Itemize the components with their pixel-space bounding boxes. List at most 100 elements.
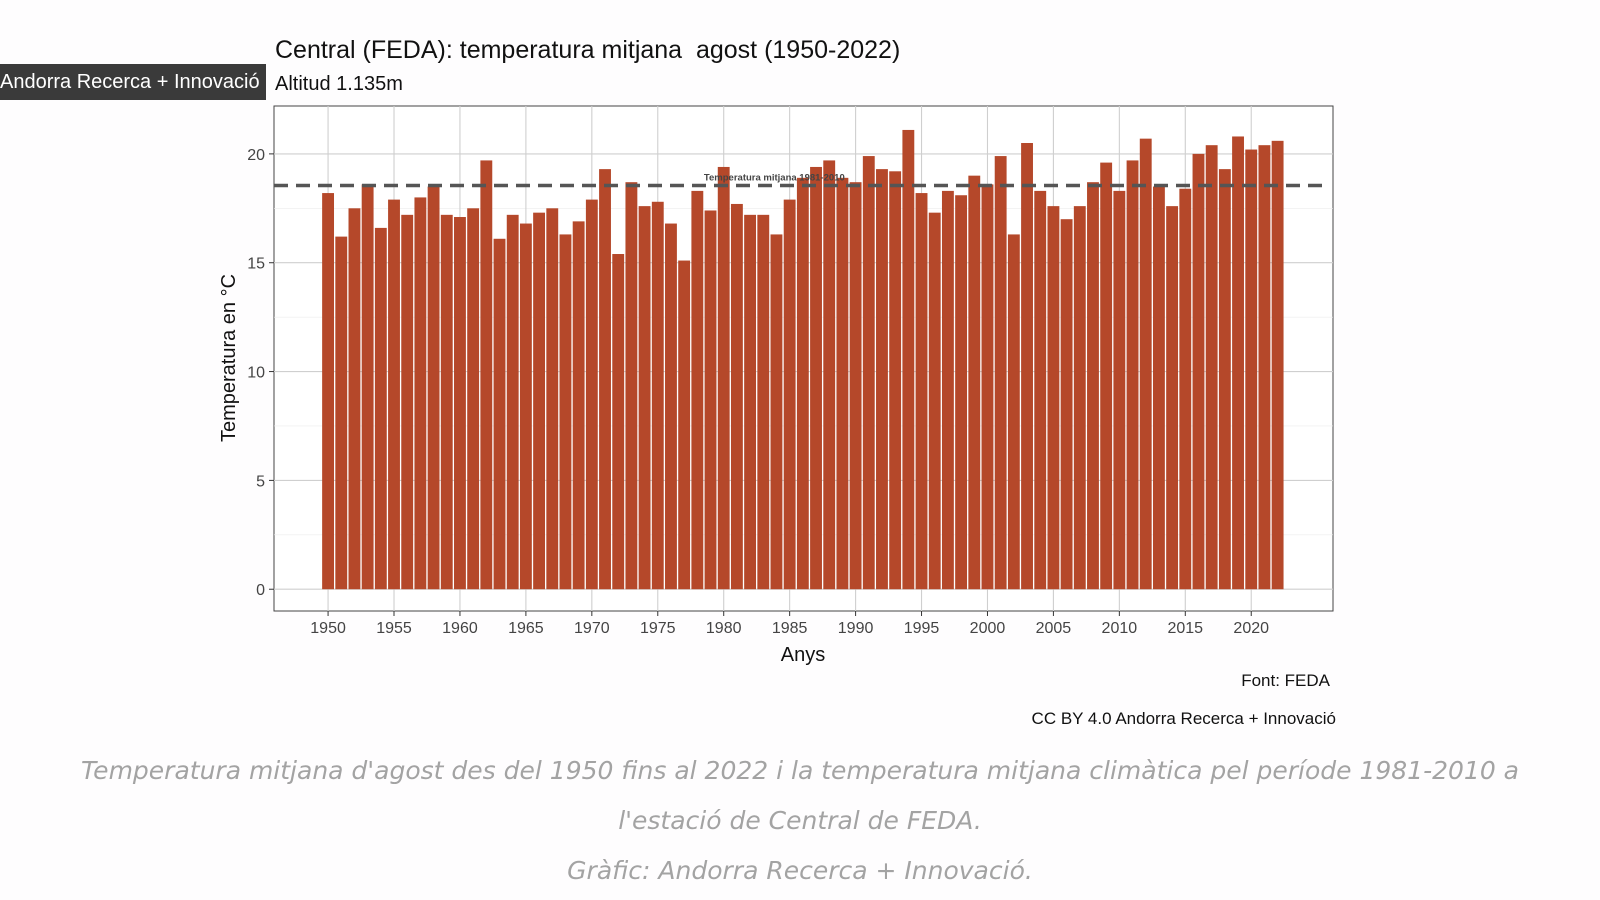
bar (599, 169, 611, 590)
bar (796, 177, 809, 590)
bar (955, 195, 968, 590)
bar (493, 238, 506, 590)
bar (928, 212, 941, 590)
x-tick-label: 1960 (442, 620, 478, 637)
bar (559, 234, 572, 590)
bar (744, 214, 757, 590)
bar (585, 199, 598, 590)
x-tick-label: 1990 (838, 620, 874, 637)
bar (704, 210, 717, 590)
bar (849, 182, 862, 590)
bar (968, 175, 981, 590)
bar (348, 208, 361, 590)
bar (1113, 190, 1126, 590)
caption-line-1: Temperatura mitjana d'agost des del 1950… (81, 756, 1519, 785)
bar (651, 201, 664, 590)
reference-line-label: Temperatura mitjana 1981-2010 (704, 172, 845, 183)
bar (862, 156, 875, 590)
bar (1232, 136, 1244, 590)
bar (1126, 160, 1139, 590)
bar (823, 160, 836, 590)
x-tick-label: 2010 (1102, 620, 1138, 637)
bar (1034, 190, 1047, 590)
x-axis: 1950 1955 1960 1965 1970 1975 1980 1985 1990 1995… (310, 611, 1269, 637)
bar (730, 203, 743, 590)
bar (388, 199, 400, 590)
bar (361, 184, 374, 590)
bar (981, 184, 994, 590)
bar (678, 260, 691, 590)
x-tick-label: 1995 (904, 620, 940, 637)
bar (1166, 206, 1179, 590)
bar (1073, 206, 1086, 590)
bar (810, 166, 822, 590)
bar (876, 169, 888, 590)
bar (572, 221, 585, 590)
bar (691, 190, 704, 590)
bar (1060, 219, 1073, 590)
bar (625, 182, 638, 590)
y-axis-label: Temperatura en °C (218, 274, 240, 442)
bar (1152, 186, 1165, 590)
bar (427, 186, 440, 590)
bar (480, 160, 493, 590)
bar (335, 236, 348, 590)
chart: Temperatura mitjana 1981-2010 0 5 10 15 20 1… (218, 105, 1334, 666)
bar (401, 214, 414, 590)
bar (1258, 145, 1271, 590)
bar (414, 197, 427, 590)
bar (506, 214, 519, 590)
bar (454, 217, 466, 590)
x-tick-label: 1980 (706, 620, 742, 637)
bar (1007, 234, 1020, 590)
y-axis: 0 5 10 15 20 (247, 147, 274, 599)
bar (941, 190, 954, 590)
bar (836, 177, 849, 590)
tooltip: Andorra Recerca + Innovació (0, 64, 266, 100)
bars (322, 129, 1284, 590)
x-tick-label: 2005 (1036, 620, 1072, 637)
x-tick-label: 1975 (640, 620, 676, 637)
bar (1271, 140, 1284, 590)
reference-line-group: Temperatura mitjana 1981-2010 (274, 172, 1323, 188)
x-tick-label: 2015 (1167, 620, 1203, 637)
bar (1021, 143, 1033, 590)
y-tick-label: 5 (256, 473, 265, 490)
bar (533, 212, 546, 590)
y-tick-label: 0 (256, 582, 265, 599)
bar (717, 166, 730, 590)
bar (1205, 145, 1218, 590)
bar (467, 208, 480, 590)
bar (546, 208, 559, 590)
x-axis-label: Anys (781, 644, 825, 666)
bar (1087, 182, 1099, 590)
bar (783, 199, 796, 590)
bar (665, 223, 677, 590)
bar (757, 214, 770, 590)
bar (1218, 169, 1231, 590)
bar (915, 193, 928, 590)
figure-caption: Temperatura mitjana d'agost des del 1950… (40, 746, 1560, 896)
bar (889, 171, 902, 590)
x-tick-label: 1955 (376, 620, 412, 637)
x-tick-label: 2020 (1233, 620, 1269, 637)
bar (1139, 138, 1152, 590)
bar (1245, 149, 1258, 590)
license-note: CC BY 4.0 Andorra Recerca + Innovació (1031, 709, 1336, 728)
bar (1192, 153, 1205, 590)
bar (612, 254, 625, 590)
bar (519, 223, 532, 590)
source-note: Font: FEDA (1241, 671, 1330, 690)
x-tick-label: 1970 (574, 620, 610, 637)
y-tick-label: 20 (247, 147, 265, 164)
bar (1047, 206, 1060, 590)
x-tick-label: 1950 (310, 620, 346, 637)
chart-title: Central (FEDA): temperatura mitjana agos… (275, 36, 901, 64)
bar (374, 227, 387, 590)
bar (440, 214, 453, 590)
bar (1100, 162, 1113, 590)
bar (994, 156, 1007, 590)
chart-subtitle: Altitud 1.135m (275, 73, 403, 95)
x-tick-label: 1965 (508, 620, 544, 637)
bar (1179, 188, 1192, 590)
